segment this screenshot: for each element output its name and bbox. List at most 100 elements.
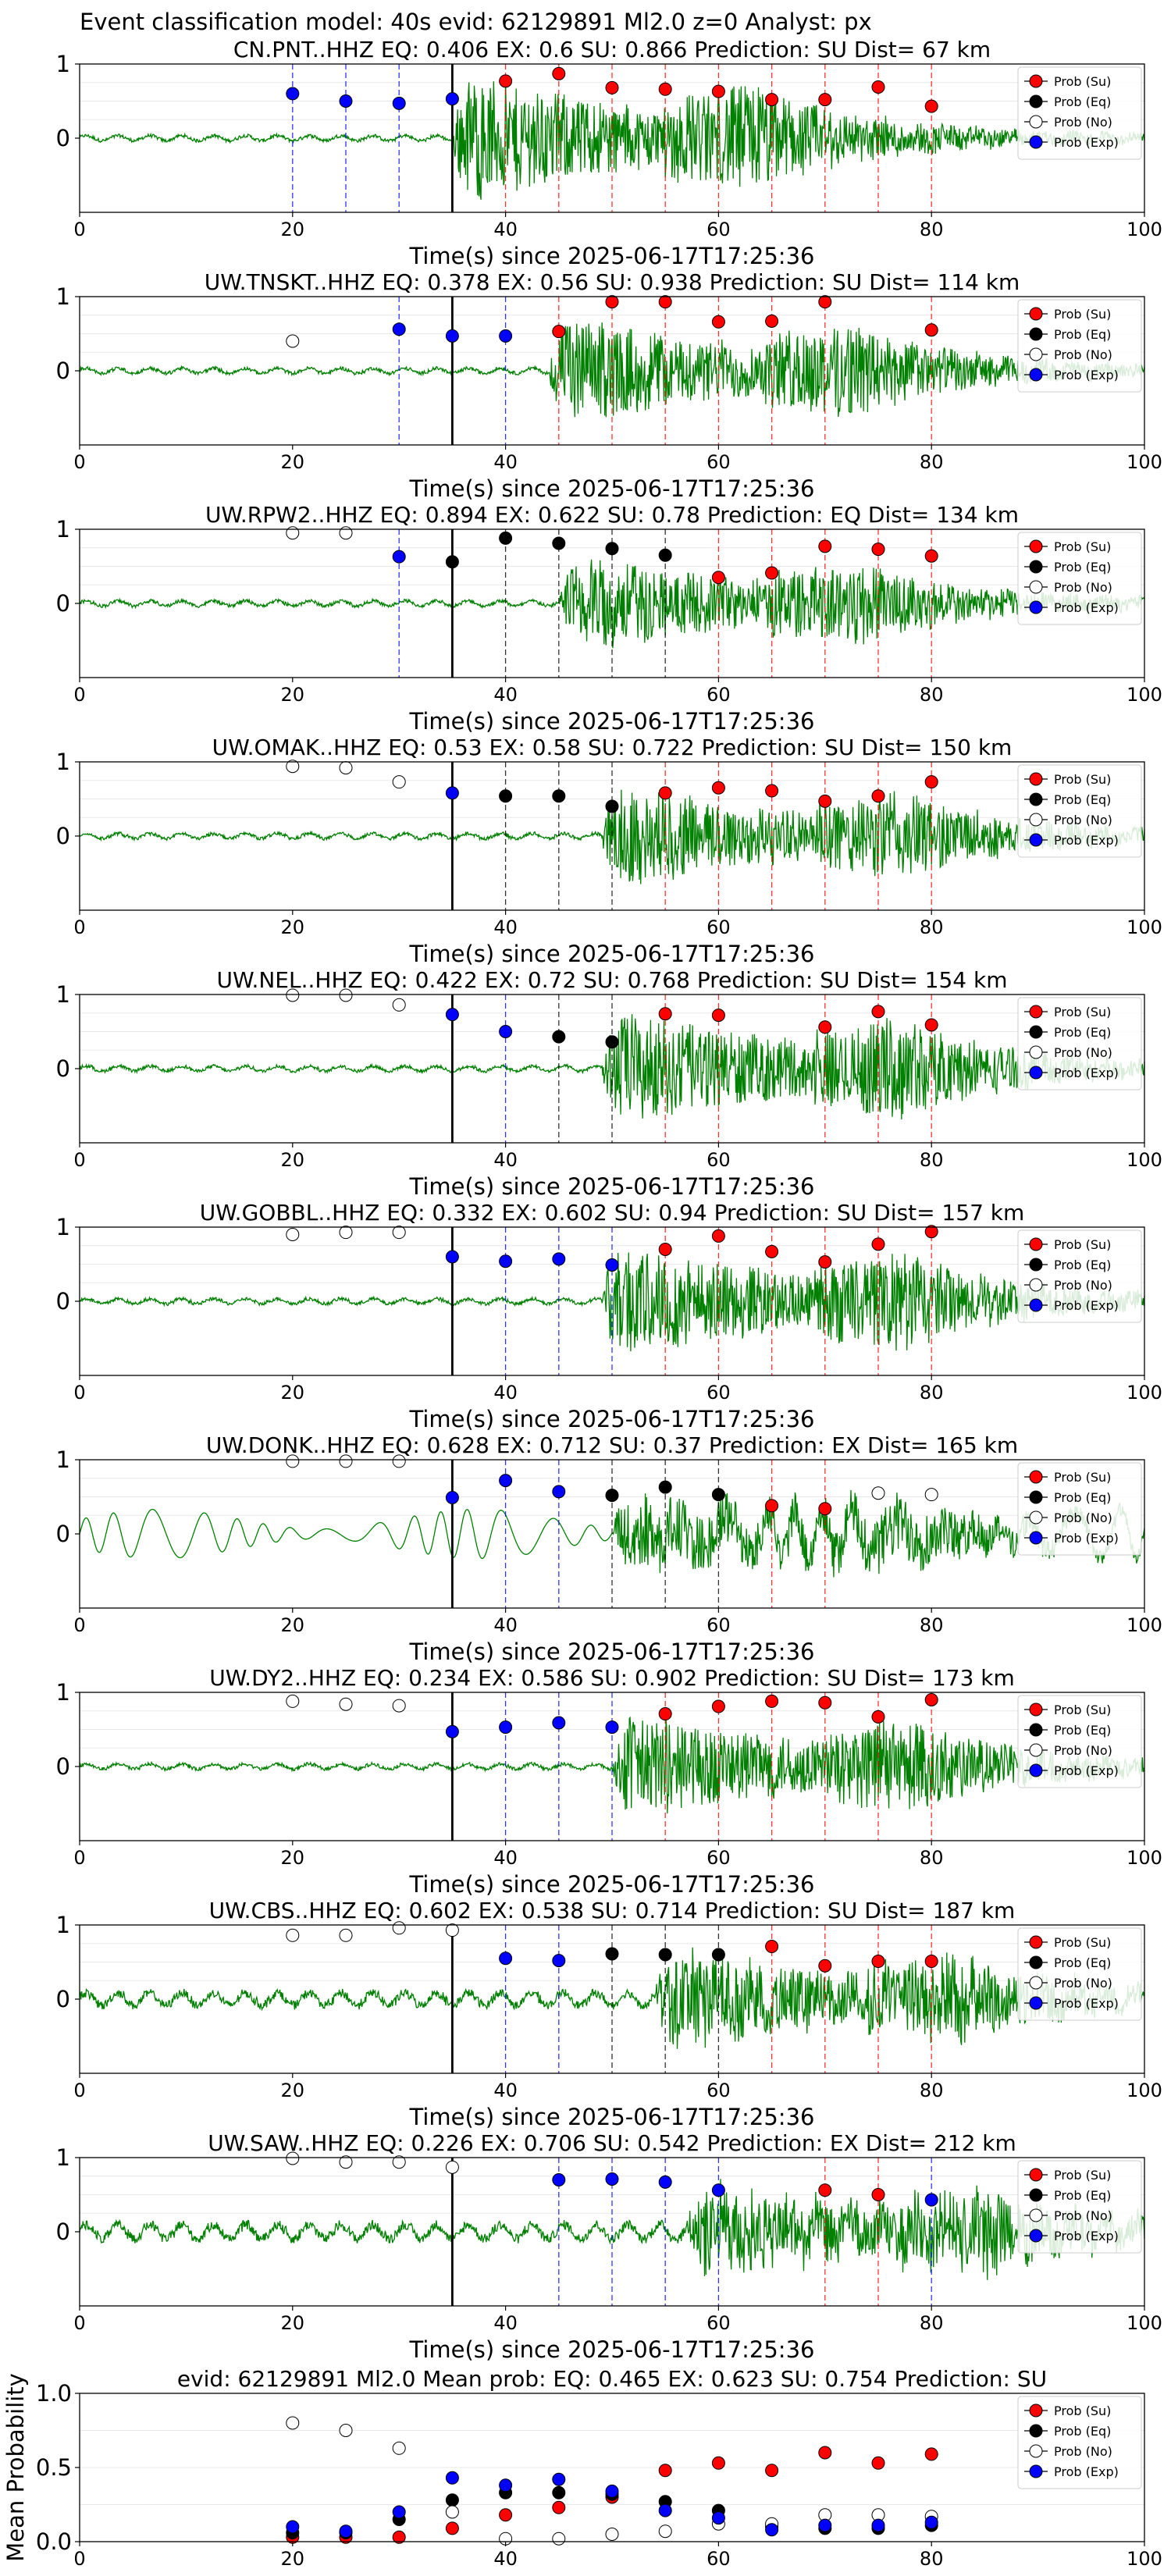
legend-marker-eq xyxy=(1029,792,1043,806)
prob-point-no xyxy=(392,1921,406,1935)
legend-marker-su xyxy=(1029,307,1043,321)
y-tick-label: 0 xyxy=(56,1055,70,1082)
prob-point-eq xyxy=(445,555,459,569)
prob-point-no xyxy=(339,1226,353,1240)
mean-probability-panel: evid: 62129891 Ml2.0 Mean prob: EQ: 0.46… xyxy=(2,2366,1162,2570)
prob-point-su xyxy=(924,1018,938,1032)
x-tick-label: 20 xyxy=(281,451,305,473)
x-tick-label: 80 xyxy=(920,1382,944,1404)
y-tick-label: 1 xyxy=(56,1679,70,1706)
y-tick-label: 1 xyxy=(56,981,70,1008)
x-tick-label: 60 xyxy=(707,1149,731,1171)
prob-point-su xyxy=(871,789,885,803)
legend-marker-eq xyxy=(1029,1025,1043,1039)
x-tick-label: 60 xyxy=(707,684,731,706)
mean-point-su xyxy=(711,2456,725,2470)
prob-point-su xyxy=(818,1020,832,1034)
y-tick-label: 0.5 xyxy=(36,2454,72,2481)
prob-point-exp xyxy=(499,1025,513,1038)
mean-point-exp xyxy=(605,2484,619,2498)
mean-point-exp xyxy=(339,2524,353,2539)
prob-point-no xyxy=(339,1928,353,1942)
station-panel-6: UW.GOBBL..HHZ EQ: 0.332 EX: 0.602 SU: 0.… xyxy=(56,1200,1162,1432)
x-tick-label: 40 xyxy=(493,2080,518,2101)
prob-point-no xyxy=(339,761,353,775)
legend-marker-eq xyxy=(1029,1490,1043,1504)
y-tick-label: 1 xyxy=(56,2144,70,2171)
legend-label-no: Prob (No) xyxy=(1054,1278,1112,1293)
prob-point-exp xyxy=(605,1258,619,1272)
x-tick-label: 60 xyxy=(707,1847,731,1869)
panel-title: UW.DY2..HHZ EQ: 0.234 EX: 0.586 SU: 0.90… xyxy=(209,1665,1015,1691)
legend-label-no: Prob (No) xyxy=(1054,813,1112,827)
prob-point-eq xyxy=(605,799,619,813)
legend-marker-exp xyxy=(1029,1066,1043,1080)
mean-point-su xyxy=(499,2508,513,2522)
x-tick-label: 20 xyxy=(281,916,305,938)
x-tick-label: 60 xyxy=(707,2548,731,2570)
x-tick-label: 60 xyxy=(707,2312,731,2334)
prob-point-su xyxy=(924,323,938,337)
x-tick-label: 60 xyxy=(707,451,731,473)
x-tick-label: 0 xyxy=(73,1149,85,1171)
legend-marker-eq xyxy=(1029,1955,1043,1969)
panels: CN.PNT..HHZ EQ: 0.406 EX: 0.6 SU: 0.866 … xyxy=(2,37,1162,2570)
x-tick-label: 40 xyxy=(493,1847,518,1869)
prob-point-exp xyxy=(499,1720,513,1735)
panel-title: UW.GOBBL..HHZ EQ: 0.332 EX: 0.602 SU: 0.… xyxy=(200,1200,1025,1226)
prob-point-su xyxy=(924,1955,938,1969)
legend-marker-no xyxy=(1029,115,1043,129)
prob-point-exp xyxy=(552,1716,566,1730)
prob-point-su xyxy=(818,1695,832,1710)
panel-title: UW.DONK..HHZ EQ: 0.628 EX: 0.712 SU: 0.3… xyxy=(206,1432,1018,1458)
panel-title: UW.TNSKT..HHZ EQ: 0.378 EX: 0.56 SU: 0.9… xyxy=(205,269,1020,295)
x-tick-label: 0 xyxy=(73,1382,85,1404)
prob-point-eq xyxy=(658,548,672,562)
prob-point-su xyxy=(711,781,725,795)
prob-point-no xyxy=(392,1226,406,1240)
legend-marker-su xyxy=(1029,1005,1043,1019)
legend-label-no: Prob (No) xyxy=(1054,1976,1112,1991)
mean-point-exp xyxy=(924,2515,938,2529)
station-panel-7: UW.DONK..HHZ EQ: 0.628 EX: 0.712 SU: 0.3… xyxy=(56,1432,1162,1665)
prob-point-su xyxy=(818,1255,832,1269)
y-tick-label: 1 xyxy=(56,749,70,775)
prob-point-su xyxy=(765,1940,779,1954)
station-panel-1: CN.PNT..HHZ EQ: 0.406 EX: 0.6 SU: 0.866 … xyxy=(56,37,1162,269)
station-panel-9: UW.CBS..HHZ EQ: 0.602 EX: 0.538 SU: 0.71… xyxy=(56,1898,1162,2130)
prob-point-no xyxy=(392,1699,406,1713)
x-tick-label: 80 xyxy=(920,916,944,938)
prob-point-eq xyxy=(711,1488,725,1502)
prob-point-eq xyxy=(658,1948,672,1962)
legend-marker-no xyxy=(1029,1976,1043,1990)
legend-label-no: Prob (No) xyxy=(1054,2208,1112,2223)
prob-point-exp xyxy=(445,92,459,106)
legend-marker-exp xyxy=(1029,2229,1043,2243)
legend-label-no: Prob (No) xyxy=(1054,2444,1112,2459)
y-tick-label: 1 xyxy=(56,1214,70,1240)
mean-point-exp xyxy=(765,2523,779,2537)
y-tick-label: 0 xyxy=(56,1986,70,2012)
legend-label-su: Prob (Su) xyxy=(1054,1935,1111,1950)
prob-point-su xyxy=(818,794,832,808)
prob-point-su xyxy=(924,99,938,113)
prob-point-su xyxy=(871,2188,885,2201)
x-axis-label: Time(s) since 2025-06-17T17:25:36 xyxy=(409,1406,815,1432)
prob-point-su xyxy=(818,93,832,107)
prob-point-no xyxy=(924,1488,938,1502)
prob-point-eq xyxy=(499,531,513,545)
mean-point-exp xyxy=(658,2503,672,2517)
mean-point-no xyxy=(605,2528,619,2541)
prob-point-no xyxy=(339,1454,353,1468)
legend-marker-no xyxy=(1029,2444,1043,2458)
legend-label-eq: Prob (Eq) xyxy=(1054,1723,1111,1738)
x-tick-label: 80 xyxy=(920,2548,944,2570)
prob-point-su xyxy=(924,1693,938,1706)
station-panel-2: UW.TNSKT..HHZ EQ: 0.378 EX: 0.56 SU: 0.9… xyxy=(56,269,1162,502)
legend-box xyxy=(1017,1229,1142,1323)
x-tick-label: 20 xyxy=(281,1614,305,1636)
x-tick-label: 40 xyxy=(493,684,518,706)
legend-marker-su xyxy=(1029,2403,1043,2418)
mean-point-su xyxy=(765,2464,779,2478)
x-tick-label: 0 xyxy=(73,1614,85,1636)
